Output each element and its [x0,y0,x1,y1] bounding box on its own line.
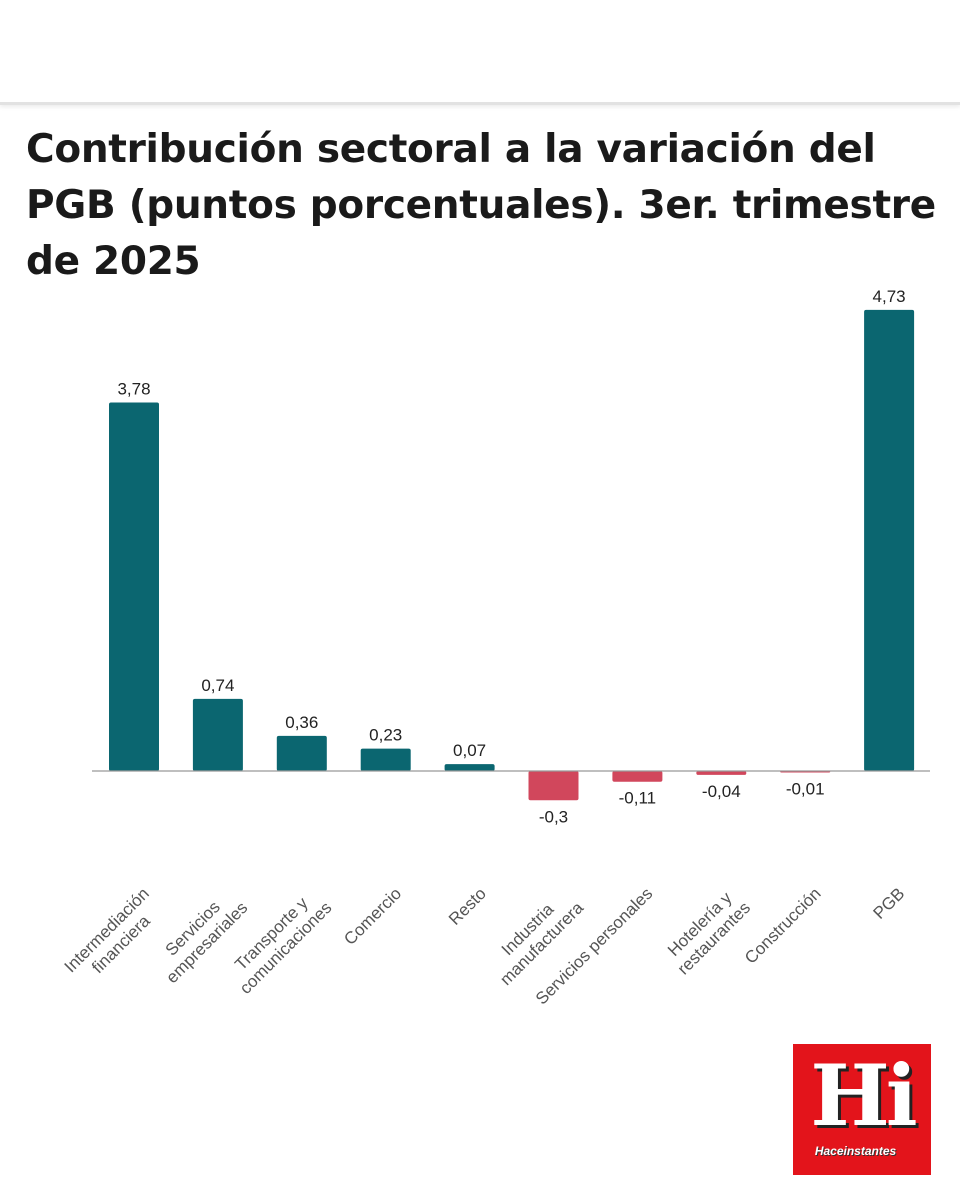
haceinstantes-logo: Hi Haceinstantes [793,1044,931,1175]
bar [612,771,663,782]
bar [528,771,579,801]
data-label: 0,07 [453,741,486,760]
bar [109,402,159,771]
bar [444,764,495,771]
bar [276,735,327,771]
data-label: 3,78 [117,379,150,398]
data-label: 0,36 [285,713,318,732]
bar [192,698,243,771]
data-label: -0,04 [702,782,741,801]
top-bar [0,0,960,105]
data-label: -0,01 [786,780,825,799]
data-label: -0,3 [539,807,568,826]
logo-mark: Hi [810,1046,917,1145]
chart-title: Contribución sectoral a la variación del… [26,127,936,284]
bar [360,748,411,771]
data-label: 4,73 [873,287,906,306]
bar [696,771,747,775]
data-label: 0,23 [369,726,402,745]
logo-name: Haceinstantes [814,1144,897,1158]
data-label: -0,11 [619,789,657,808]
data-label: 0,74 [201,676,234,695]
bar [864,309,915,771]
